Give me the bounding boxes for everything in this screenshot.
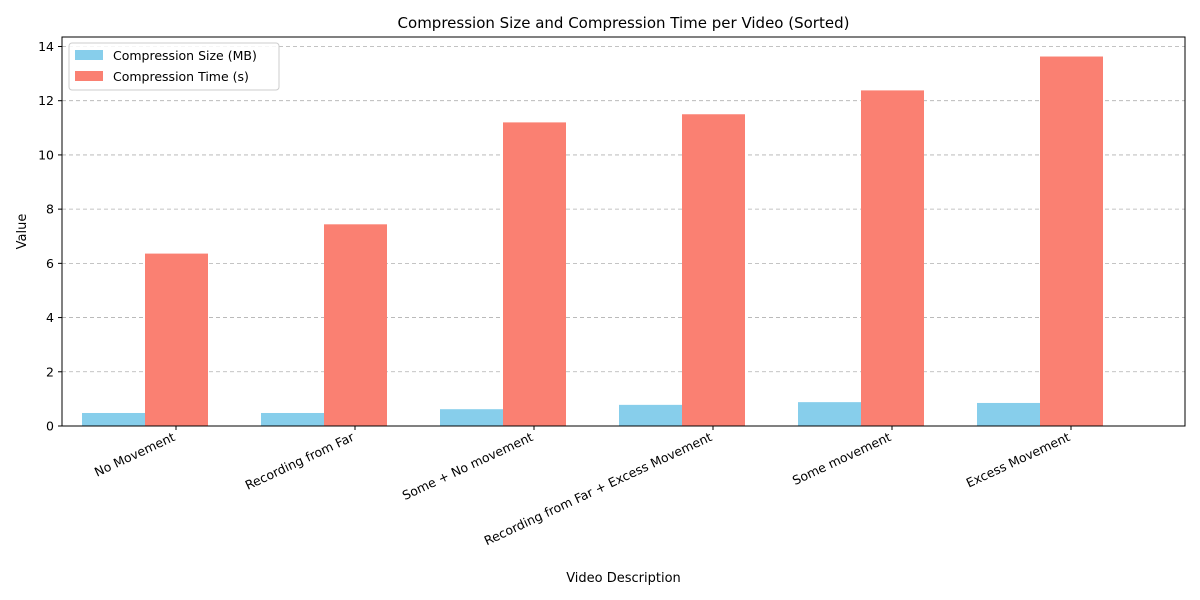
bar-compression-size bbox=[619, 404, 682, 426]
x-tick-label: Recording from Far bbox=[243, 429, 357, 493]
bar-compression-size bbox=[82, 412, 145, 426]
bar-compression-time bbox=[861, 90, 924, 427]
bars bbox=[82, 56, 1103, 427]
x-tick-label: Some + No movement bbox=[400, 429, 536, 503]
bar-compression-time bbox=[503, 122, 566, 426]
x-axis-label: Video Description bbox=[566, 571, 681, 586]
y-tick-label: 14 bbox=[38, 39, 54, 54]
x-tick-label: Excess Movement bbox=[964, 429, 1073, 490]
bar-compression-size bbox=[798, 402, 861, 426]
y-tick-label: 2 bbox=[46, 364, 54, 379]
y-axis: 0 2 4 6 8 10 12 14 bbox=[38, 39, 62, 434]
x-tick-label: No Movement bbox=[92, 429, 177, 479]
bar-compression-time bbox=[682, 114, 745, 426]
legend-swatch bbox=[75, 71, 103, 81]
gridlines bbox=[62, 46, 1185, 427]
y-axis-label: Value bbox=[15, 214, 30, 250]
y-tick-label: 4 bbox=[46, 310, 54, 325]
legend-label: Compression Time (s) bbox=[113, 69, 249, 84]
x-axis: No Movement Recording from Far Some + No m… bbox=[92, 426, 1072, 548]
legend: Compression Size (MB) Compression Time (s… bbox=[68, 42, 280, 91]
legend-label: Compression Size (MB) bbox=[113, 48, 257, 63]
bar-compression-time bbox=[324, 224, 387, 426]
y-tick-label: 8 bbox=[46, 202, 54, 217]
y-tick-label: 0 bbox=[46, 419, 54, 434]
y-tick-label: 6 bbox=[46, 256, 54, 271]
y-tick-label: 10 bbox=[38, 147, 54, 162]
legend-box bbox=[68, 42, 280, 91]
plot-frame bbox=[61, 36, 1186, 427]
legend-swatch bbox=[75, 50, 103, 60]
x-tick-label: Some movement bbox=[790, 429, 893, 488]
chart-title: Compression Size and Compression Time pe… bbox=[398, 14, 850, 32]
bar-compression-size bbox=[261, 412, 324, 426]
y-tick-label: 12 bbox=[38, 93, 54, 108]
bar-compression-time bbox=[1040, 56, 1103, 427]
bar-compression-time bbox=[145, 253, 208, 426]
bar-compression-size bbox=[977, 402, 1040, 426]
bar-compression-size bbox=[440, 409, 503, 426]
